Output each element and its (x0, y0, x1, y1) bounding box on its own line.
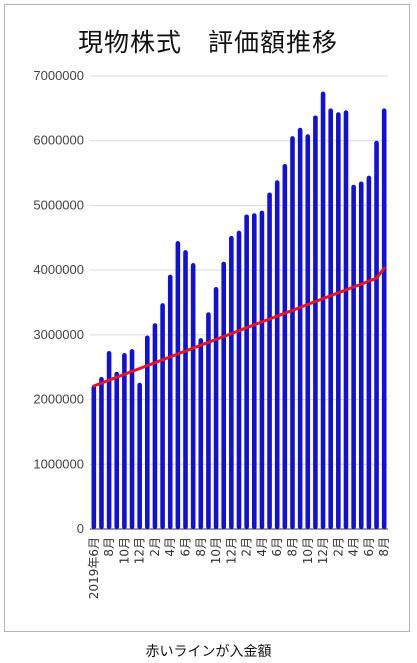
bar (336, 112, 341, 530)
bar (267, 192, 272, 529)
bar (160, 303, 165, 529)
bar (129, 349, 135, 529)
bar (305, 134, 311, 529)
x-tick-label: 10月 (301, 537, 315, 564)
bar (244, 214, 249, 529)
bar (328, 108, 333, 529)
bar (114, 371, 120, 529)
x-tick-label: 10月 (117, 537, 131, 564)
x-tick-label: 6月 (362, 537, 376, 557)
deposit-line-series (92, 266, 386, 388)
bar (183, 250, 188, 529)
bar (358, 181, 364, 529)
y-axis-ticks: 0 1000000 2000000 3000000 4000000 5000000 6000… (33, 68, 84, 536)
x-tick-label: 4月 (163, 537, 177, 557)
x-tick-label: 2019年6月 (87, 537, 101, 599)
y-tick-label: 7000000 (33, 68, 84, 83)
y-tick-label: 0 (77, 521, 84, 536)
bar (374, 140, 379, 529)
x-tick-label: 12月 (224, 537, 238, 564)
bar (221, 261, 227, 529)
bar (206, 312, 211, 529)
bar (274, 180, 280, 529)
bar (152, 323, 158, 529)
bar (251, 213, 257, 530)
bar (343, 110, 349, 529)
x-tick-label: 8月 (194, 537, 208, 557)
bar (106, 351, 112, 529)
x-tick-label: 12月 (316, 537, 330, 564)
bar-series (91, 91, 387, 530)
y-tick-label: 2000000 (33, 392, 84, 407)
x-tick-label: 10月 (209, 537, 223, 564)
chart-caption: 赤いラインが入金額 (145, 644, 272, 660)
bar (259, 210, 265, 529)
y-tick-label: 5000000 (33, 197, 84, 212)
x-tick-label: 2月 (240, 537, 254, 557)
bar (145, 335, 150, 529)
x-tick-label: 12月 (133, 537, 147, 564)
bar (190, 263, 196, 529)
y-tick-label: 3000000 (33, 327, 84, 342)
bar (198, 338, 204, 529)
bar (282, 164, 288, 530)
bar (175, 241, 181, 529)
bar (137, 382, 142, 529)
x-tick-label: 8月 (102, 537, 116, 557)
bar (313, 115, 318, 530)
x-axis-ticks: 2019年6月 8月 10月 12月 2月 4月 6月 8月 10月 12月 2月 4月 6月 8月 10月… (87, 537, 391, 599)
bar (236, 230, 242, 529)
deposit-line (92, 266, 386, 388)
bar (351, 184, 356, 529)
bar (167, 274, 173, 529)
x-tick-label: 6月 (270, 537, 284, 557)
bar (122, 352, 127, 529)
y-tick-label: 1000000 (33, 456, 84, 471)
bar (297, 127, 303, 530)
bar (290, 136, 295, 530)
x-tick-label: 8月 (286, 537, 300, 557)
bar (381, 108, 387, 529)
y-tick-label: 6000000 (33, 133, 84, 148)
x-tick-label: 8月 (377, 537, 391, 557)
x-tick-label: 4月 (347, 537, 361, 557)
x-tick-label: 6月 (179, 537, 193, 557)
bar (229, 235, 234, 529)
x-tick-label: 2月 (148, 537, 162, 557)
bar (366, 175, 372, 529)
chart-title: 現物株式 評価額推移 (77, 28, 338, 57)
bar (320, 91, 326, 529)
x-tick-label: 2月 (331, 537, 345, 557)
bar (99, 376, 104, 529)
bar (213, 286, 219, 529)
x-tick-label: 4月 (255, 537, 269, 557)
bar (91, 385, 97, 529)
y-tick-label: 4000000 (33, 262, 84, 277)
